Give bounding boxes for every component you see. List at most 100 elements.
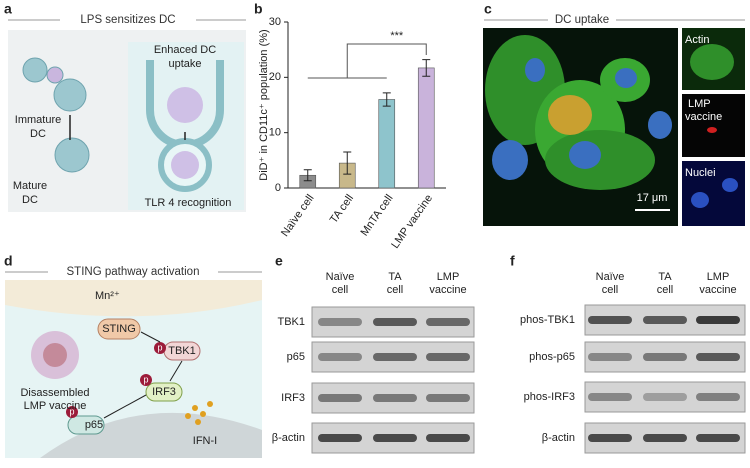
row-label: TBK1: [277, 316, 305, 328]
cells: [22, 57, 90, 173]
column-label: vaccine: [429, 284, 466, 296]
column-label: LMP: [437, 271, 460, 283]
band: [318, 394, 362, 402]
column-label: cell: [602, 284, 619, 296]
label: IFN-I: [193, 435, 217, 447]
label: LMP vaccine: [24, 400, 87, 412]
bar: [378, 99, 396, 189]
phospho-label: p: [143, 374, 148, 384]
column-label: cell: [332, 284, 349, 296]
particle: [167, 87, 203, 123]
y-axis-label: DiD⁺ in CD11c⁺ population (%): [258, 29, 270, 180]
title: LPS sensitizes DC: [80, 14, 175, 26]
channel-label: Nuclei: [685, 167, 716, 179]
row-label: β-actin: [272, 432, 305, 444]
row-label: phos-p65: [529, 351, 575, 363]
panel-label: a: [4, 1, 12, 17]
column-label: vaccine: [699, 284, 736, 296]
panel-label: b: [254, 1, 263, 17]
channel-label: Actin: [685, 34, 709, 46]
cell: [707, 127, 717, 133]
band: [426, 434, 470, 442]
nucleus: [40, 412, 262, 458]
band: [643, 434, 687, 442]
error-bar: [343, 151, 352, 175]
column-label: TA: [388, 271, 402, 283]
ifn: [185, 401, 213, 425]
row-label: β-actin: [542, 432, 575, 444]
node-label: p65: [85, 419, 103, 431]
micrograph: [682, 161, 745, 226]
vaccine: [43, 343, 67, 367]
band: [696, 393, 740, 401]
column-label: cell: [657, 284, 674, 296]
node: [97, 318, 141, 340]
node-label: STING: [102, 323, 136, 335]
y-tick-label: 0: [275, 182, 281, 194]
band: [373, 353, 417, 361]
error-bar: [382, 92, 391, 107]
band: [318, 318, 362, 326]
cell: [691, 192, 709, 208]
band: [696, 434, 740, 442]
phospho-label: p: [69, 406, 74, 416]
phospho-label: p: [157, 342, 162, 352]
band: [588, 316, 632, 324]
label: DC: [22, 194, 38, 206]
column-label: cell: [387, 284, 404, 296]
column-label: TA: [658, 271, 672, 283]
y-tick-label: 30: [269, 16, 281, 28]
node: [145, 382, 183, 402]
panel-label: d: [4, 253, 13, 269]
band: [373, 394, 417, 402]
panel-label: e: [275, 253, 283, 269]
label: TLR 4 recognition: [145, 197, 232, 209]
row-label: IRF3: [281, 392, 305, 404]
band: [588, 434, 632, 442]
band: [696, 316, 740, 324]
x-tick-label: LMP vaccine: [389, 193, 435, 251]
row-label: p65: [287, 351, 305, 363]
column-label: Naïve: [326, 271, 355, 283]
channel-label: vaccine: [685, 111, 722, 123]
node-label: Mn²⁺: [95, 290, 120, 302]
label: uptake: [168, 58, 201, 70]
band: [643, 353, 687, 361]
band: [588, 353, 632, 361]
scale-label: 17 μm: [637, 192, 668, 204]
panel-label: c: [484, 1, 492, 17]
column-label: LMP: [707, 271, 730, 283]
node: [67, 415, 105, 435]
panel-label: f: [510, 253, 515, 269]
error-bar: [422, 59, 431, 77]
y-tick-label: 20: [269, 71, 281, 83]
band: [588, 393, 632, 401]
error-bar: [303, 169, 312, 182]
cell: [690, 44, 734, 80]
cell: [722, 178, 738, 192]
bar: [417, 67, 435, 189]
label: Immature: [15, 114, 61, 126]
y-tick-label: 10: [269, 127, 281, 139]
label: Enhaced DC: [154, 44, 216, 56]
particle: [171, 151, 199, 179]
band: [426, 318, 470, 326]
column-label: Naïve: [596, 271, 625, 283]
band: [373, 318, 417, 326]
band: [643, 316, 687, 324]
title: STING pathway activation: [67, 266, 200, 278]
node-label: TBK1: [168, 345, 196, 357]
phospho: [66, 342, 166, 418]
node-label: IRF3: [152, 386, 176, 398]
band: [373, 434, 417, 442]
membrane: [5, 280, 262, 317]
band: [426, 353, 470, 361]
band: [696, 353, 740, 361]
micrograph: [682, 94, 745, 157]
band: [318, 434, 362, 442]
significance-label: ***: [390, 30, 404, 42]
row-label: phos-IRF3: [524, 391, 575, 403]
band: [643, 393, 687, 401]
